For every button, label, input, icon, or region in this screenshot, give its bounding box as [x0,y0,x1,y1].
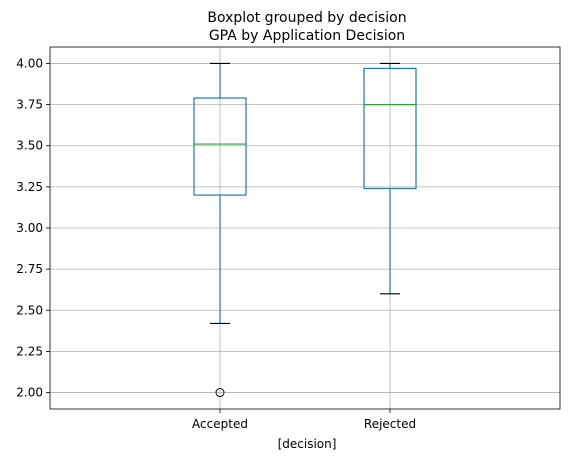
y-tick-label: 3.00 [16,221,43,235]
iqr-box [363,67,417,190]
y-tick-label: 2.50 [16,303,43,317]
y-tick-label: 4.00 [16,56,43,70]
x-tick-label: Accepted [192,417,248,431]
x-tick-label: Rejected [364,417,416,431]
plot-frame [49,46,561,410]
iqr-box [193,97,247,196]
box-accepted [193,62,247,398]
chart-title: Boxplot grouped by decision [207,10,406,26]
chart-subtitle: GPA by Application Decision [209,28,405,44]
y-tick-label: 2.25 [16,344,43,358]
y-tick-label: 3.50 [16,139,43,153]
y-tick-label: 2.75 [16,262,43,276]
boxes [193,62,417,398]
y-tick-label: 3.75 [16,98,43,112]
axes: 2.00 2.25 2.50 2.75 3.00 3.25 3.50 3.75 4.00 Acce… [16,46,561,431]
box-rejected [363,62,417,295]
y-tick-label: 3.25 [16,180,43,194]
outlier-point [215,388,225,398]
grid-lines [50,47,560,409]
x-axis-label: [decision] [278,437,337,451]
y-tick-label: 2.00 [16,386,43,400]
